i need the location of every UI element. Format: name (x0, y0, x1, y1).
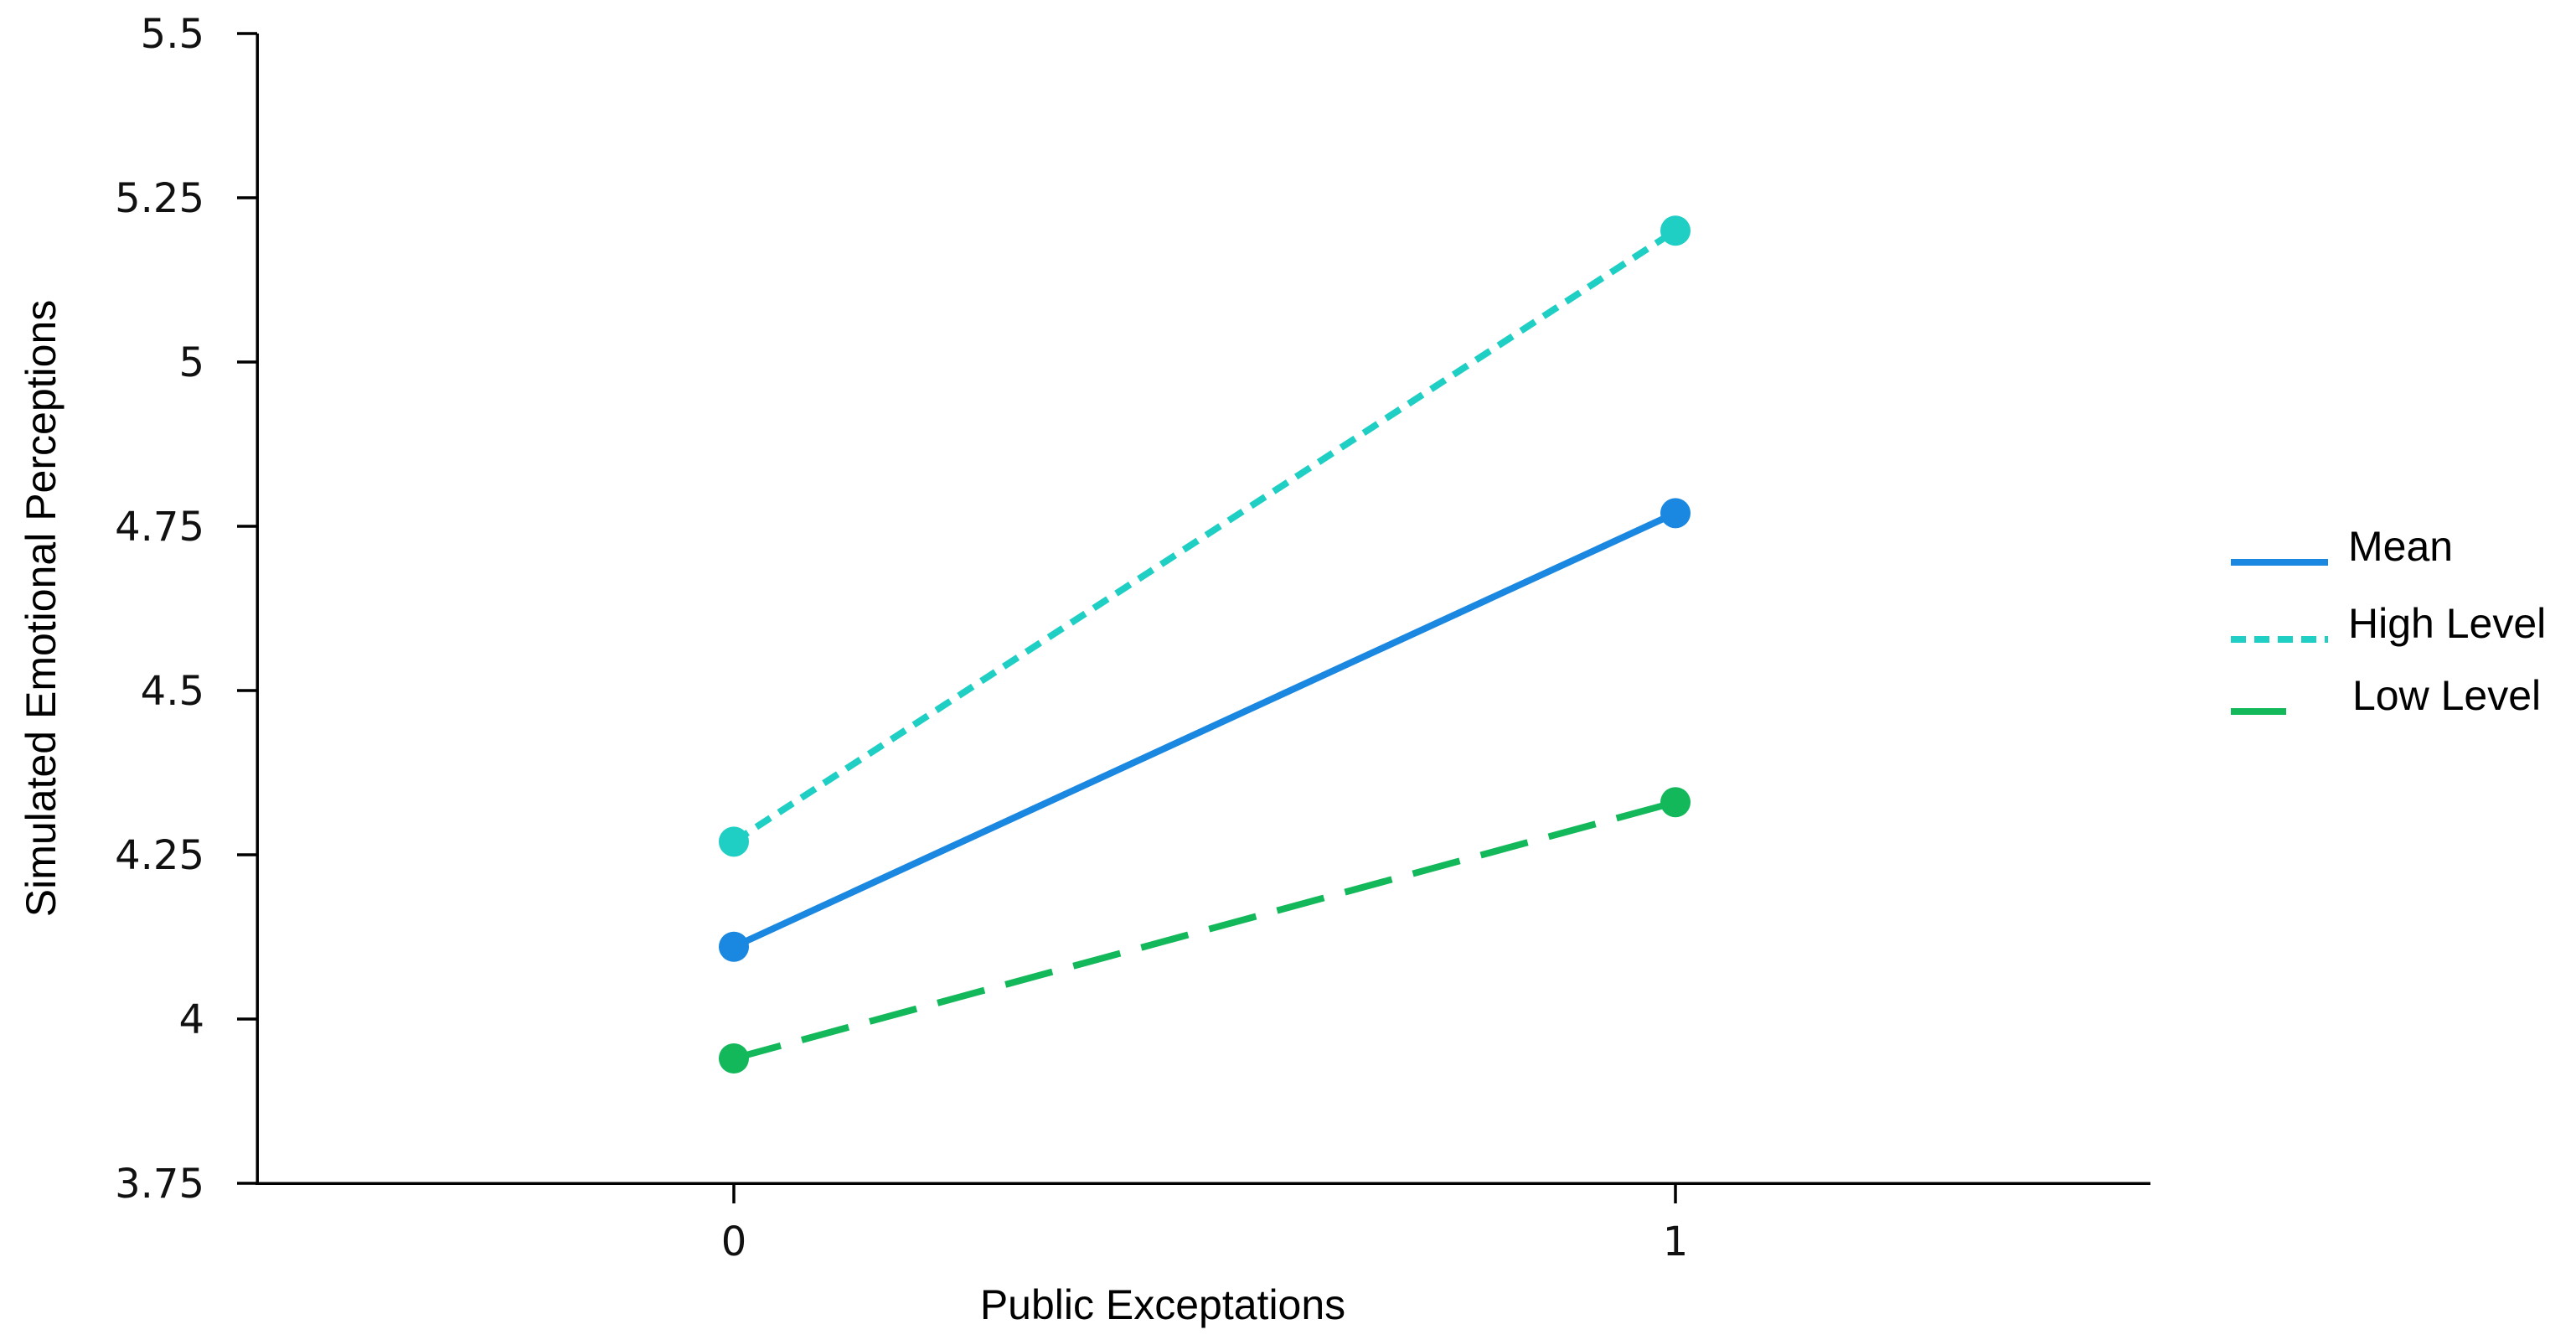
series-mean (719, 498, 1691, 962)
series-layer (719, 215, 1691, 1074)
y-tick-label: 4.25 (115, 832, 204, 879)
y-ticks: 3.75 4 4.25 4.5 4.75 5 5.25 5.5 (115, 11, 257, 1208)
series-line-high-level (731, 227, 1678, 845)
axis-titles: Public Exceptations Simulated Emotional … (18, 300, 1345, 1328)
x-tick-label: 0 (721, 1218, 747, 1265)
y-tick-label: 3.75 (115, 1161, 204, 1208)
y-tick-label: 5.25 (115, 175, 204, 222)
y-tick-label: 4.75 (115, 504, 204, 551)
legend-label-high-level: High Level (2348, 600, 2546, 647)
legend-label-mean: Mean (2348, 523, 2453, 570)
data-point-mean-1 (1660, 498, 1691, 529)
data-point-high-level-1 (1660, 215, 1691, 246)
legend-label-low-level: Low Level (2352, 672, 2541, 719)
y-tick-label: 5.5 (141, 11, 204, 58)
series-line-low-level (732, 799, 1677, 1062)
series-low-level (719, 787, 1691, 1074)
y-tick-label: 4.5 (141, 668, 204, 715)
axes (256, 34, 2150, 1185)
data-point-low-level-1 (1660, 787, 1691, 818)
x-tick-label: 1 (1663, 1218, 1689, 1265)
series-high-level (719, 215, 1691, 857)
y-tick-label: 5 (178, 339, 204, 386)
data-point-mean-0 (719, 931, 749, 962)
series-line-mean (732, 510, 1677, 950)
y-axis-title: Simulated Emotional Perceptions (18, 300, 65, 918)
legend: Mean High Level Low Level (2231, 523, 2546, 719)
y-tick-label: 4 (178, 996, 204, 1043)
data-point-low-level-0 (719, 1043, 749, 1074)
x-axis-title: Public Exceptations (980, 1281, 1345, 1328)
data-point-high-level-0 (719, 826, 749, 857)
